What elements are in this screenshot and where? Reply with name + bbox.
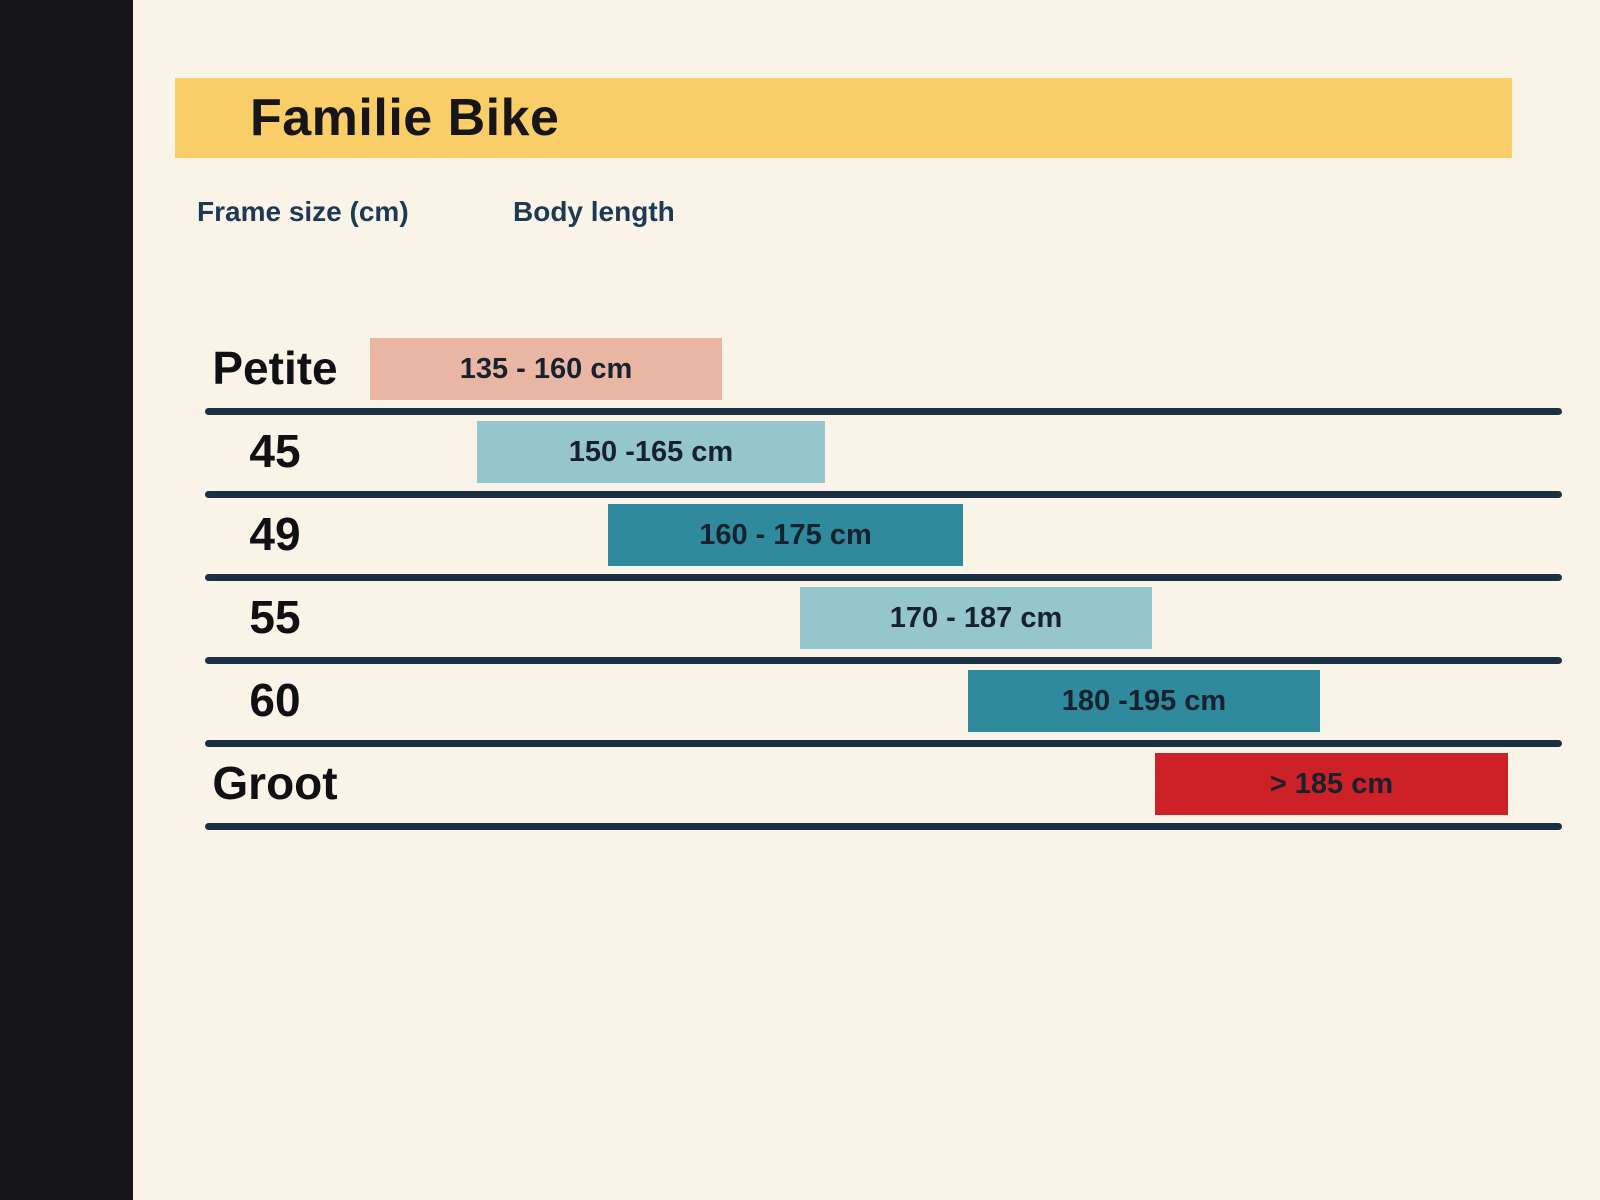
body-length-value: 135 - 160 cm	[459, 352, 633, 385]
body-length-bar: 150 -165 cm	[477, 421, 825, 483]
chart-row-49: 49 160 - 175 cm	[0, 498, 1600, 581]
frame-size-column-header: Frame size (cm)	[197, 196, 409, 227]
body-length-bar: 160 - 175 cm	[608, 504, 963, 566]
column-headers: Frame size (cm) Body length	[0, 196, 1600, 236]
body-length-value: 150 -165 cm	[568, 435, 734, 468]
frame-size-label: 45	[249, 425, 301, 477]
body-length-bar: 170 - 187 cm	[800, 587, 1152, 649]
chart-row-60: 60 180 -195 cm	[0, 664, 1600, 747]
body-length-bar: > 185 cm	[1155, 753, 1508, 815]
body-length-value: > 185 cm	[1269, 767, 1394, 800]
body-length-value: 160 - 175 cm	[699, 518, 872, 551]
row-divider	[205, 740, 1562, 747]
left-black-panel	[0, 0, 133, 1200]
chart-row-45: 45 150 -165 cm	[0, 415, 1600, 498]
frame-size-label: 55	[249, 591, 301, 643]
title-banner: Familie Bike	[175, 78, 1512, 158]
body-length-value: 170 - 187 cm	[889, 601, 1063, 634]
row-divider	[205, 823, 1562, 830]
body-length-column-header: Body length	[513, 196, 675, 227]
frame-size-label: 49	[249, 508, 301, 560]
body-length-bar: 180 -195 cm	[968, 670, 1320, 732]
row-divider	[205, 491, 1562, 498]
size-chart: Petite 135 - 160 cm 45 150 -165 cm 49 16…	[0, 332, 1600, 830]
body-length-value: 180 -195 cm	[1061, 684, 1227, 717]
chart-row-55: 55 170 - 187 cm	[0, 581, 1600, 664]
row-divider	[205, 408, 1562, 415]
frame-size-label: 60	[249, 674, 301, 726]
frame-size-label: Petite	[212, 342, 338, 394]
page-title: Familie Bike	[250, 89, 560, 147]
chart-row-petite: Petite 135 - 160 cm	[0, 332, 1600, 415]
row-divider	[205, 574, 1562, 581]
row-divider	[205, 657, 1562, 664]
chart-row-groot: Groot > 185 cm	[0, 747, 1600, 830]
frame-size-label: Groot	[212, 757, 338, 809]
body-length-bar: 135 - 160 cm	[370, 338, 722, 400]
